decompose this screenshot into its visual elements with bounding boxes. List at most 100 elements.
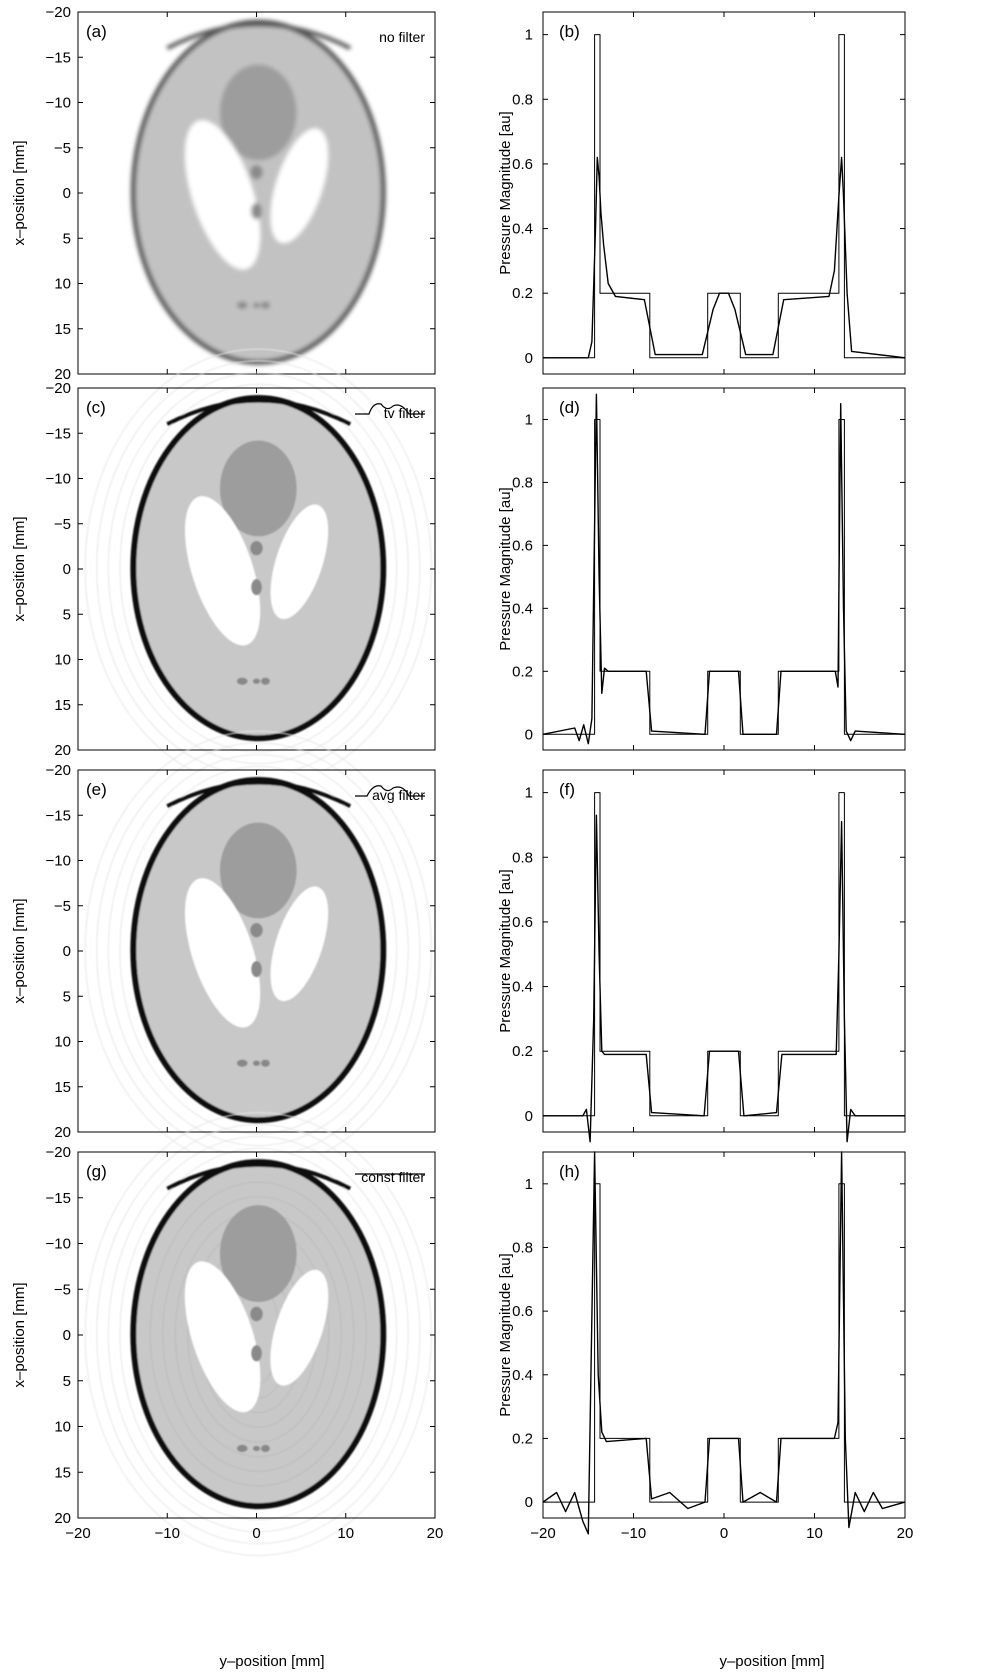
image-panel-2: −20 −15 −10 −5 0 5 10 15 20 x–position [mm] (c) tv …: [11, 348, 436, 788]
phantom-dot: [260, 1059, 270, 1067]
reconstructed-profile-line: [543, 814, 905, 1143]
internal-ripple: [149, 1181, 367, 1487]
phantom-right-lobe: [270, 886, 329, 1002]
internal-ripple: [162, 1196, 355, 1472]
ripple-ring: [119, 765, 398, 1135]
y-tick-label: −20: [46, 762, 71, 779]
phantom-dot: [251, 202, 262, 220]
x-tick-label: 10: [806, 1525, 823, 1542]
x-tick-label: −10: [621, 1525, 646, 1542]
y-tick-label: 0: [525, 1108, 533, 1125]
y-tick-label: 0.2: [512, 1043, 533, 1060]
y-tick-label: −20: [46, 4, 71, 21]
y-tick-label: −15: [46, 1190, 71, 1207]
y-tick-label: 0.8: [512, 91, 533, 108]
y-tick-label: 10: [54, 652, 71, 669]
ripple-ring: [107, 754, 409, 1147]
y-tick-label: 5: [63, 988, 71, 1005]
phantom-group: [84, 1112, 432, 1557]
y-tick-label: 10: [54, 1034, 71, 1051]
x-tick-label: −20: [65, 1525, 90, 1542]
y-tick-label: 1: [525, 1176, 533, 1193]
y-tick-label: −15: [46, 425, 71, 442]
phantom-top-rim: [166, 22, 352, 50]
y-tick-label: −10: [46, 1236, 71, 1253]
y-tick-label: 0: [63, 185, 71, 202]
x-tick-label: −20: [530, 1525, 555, 1542]
y-tick-label: 20: [54, 742, 71, 759]
ripple-ring: [119, 1147, 398, 1521]
phantom-dot: [250, 540, 263, 556]
filter-label: const filter: [361, 1169, 425, 1185]
phantom-center-circle: [219, 1205, 297, 1303]
y-tick-label: 0.6: [512, 156, 533, 173]
y-tick-label: 0: [525, 1494, 533, 1511]
ripple-ring: [107, 372, 409, 765]
reconstructed-profile-line: [542, 393, 906, 745]
tv-filter-icon: [355, 403, 425, 415]
y-tick-label: −20: [46, 1144, 71, 1161]
profile-frame: [542, 769, 906, 1133]
filter-label: tv filter: [384, 405, 426, 421]
ripple-ring: [119, 383, 398, 753]
y-tick-label: −20: [46, 380, 71, 397]
y-tick-label: 10: [54, 276, 71, 293]
y-tick-label: −5: [54, 898, 71, 915]
y-tick-label: 15: [54, 321, 71, 338]
x-tick-label: 0: [252, 1525, 260, 1542]
phantom-dot: [260, 301, 270, 309]
x-tick-label: 20: [897, 1525, 914, 1542]
phantom-group: [84, 730, 432, 1170]
y-axis-label: x–position [mm]: [11, 140, 28, 245]
panel-label: (h): [559, 1162, 580, 1181]
y-tick-label: 0.2: [512, 663, 533, 680]
y-tick-label: 20: [54, 1510, 71, 1527]
panel-label: (c): [86, 398, 106, 417]
y-tick-label: 1: [525, 785, 533, 802]
profile-panel-5: 0 0.2 0.4 0.6 0.8 1 Pressure Magnitude [au] (f): [497, 769, 906, 1143]
y-tick-label: −5: [54, 140, 71, 157]
phantom-left-lobe: [185, 120, 261, 270]
y-tick-label: 0.8: [512, 849, 533, 866]
panel-label: (d): [559, 398, 580, 417]
y-tick-label: 0.6: [512, 1303, 533, 1320]
phantom-dot: [236, 1444, 248, 1453]
y-tick-label: 1: [525, 411, 533, 428]
phantom-outer-ellipse: [130, 1159, 387, 1510]
image-panel-4: −20 −15 −10 −5 0 5 10 15 20 x–position [mm] (e) avg…: [11, 730, 436, 1170]
y-tick-label: 10: [54, 1419, 71, 1436]
y-tick-label: −10: [46, 95, 71, 112]
y-axis-label: x–position [mm]: [11, 516, 28, 621]
panel-label: (f): [559, 780, 575, 799]
y-tick-label: 15: [54, 697, 71, 714]
x-tick-label: 10: [337, 1525, 354, 1542]
phantom-outer-ellipse: [130, 776, 387, 1124]
y-tick-label: 0.6: [512, 914, 533, 931]
panel-label: (b): [559, 22, 580, 41]
phantom-dot: [251, 578, 262, 596]
panel-label: (g): [86, 1162, 107, 1181]
reconstructed-profile-line: [543, 156, 906, 359]
panel-label: (e): [86, 780, 107, 799]
x-axis-label-left: y–position [mm]: [219, 1653, 324, 1670]
x-tick-label: −10: [155, 1525, 180, 1542]
phantom-left-lobe: [185, 878, 261, 1028]
ripple-ring: [84, 1112, 432, 1557]
y-tick-label: 0.8: [512, 1239, 533, 1256]
y-tick-label: 0.2: [512, 285, 533, 302]
y-tick-label: 0.4: [512, 600, 533, 617]
y-axis-label: Pressure Magnitude [au]: [497, 487, 514, 650]
ripple-ring: [107, 1135, 409, 1533]
phantom-center-circle: [219, 440, 297, 537]
y-axis-label: x–position [mm]: [11, 1282, 28, 1387]
y-tick-label: 0.4: [512, 221, 533, 238]
y-tick-label: 1: [525, 27, 533, 44]
phantom-dot: [252, 1445, 261, 1452]
y-tick-label: −15: [46, 807, 71, 824]
phantom-dot: [250, 1306, 263, 1322]
y-axis-label: x–position [mm]: [11, 898, 28, 1003]
y-tick-label: −5: [54, 516, 71, 533]
phantom-top-rim: [166, 780, 352, 808]
phantom-right-lobe: [270, 1269, 329, 1386]
